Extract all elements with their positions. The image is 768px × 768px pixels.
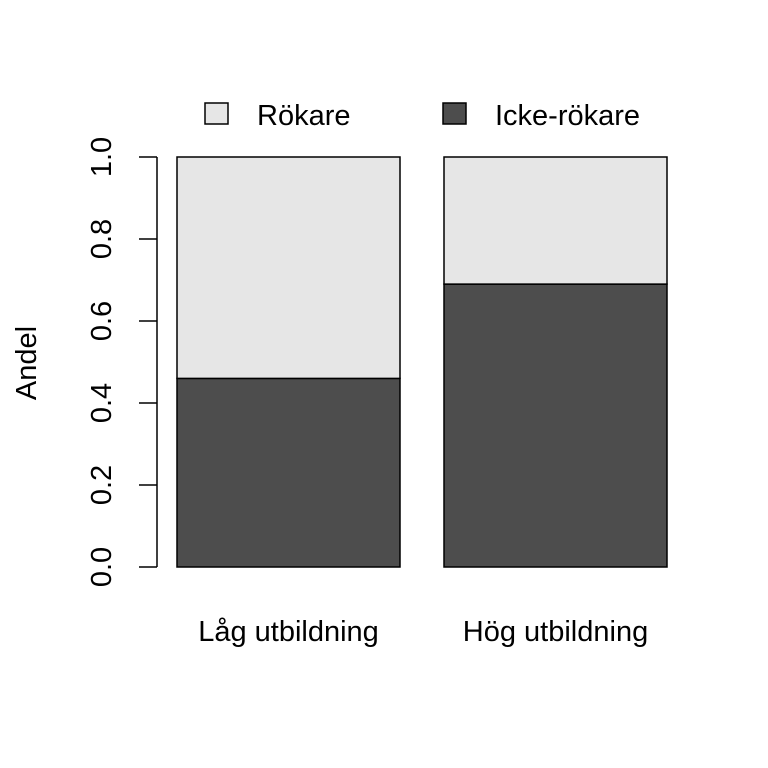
legend-swatch [204,102,229,125]
category-label: Hög utbildning [463,616,648,648]
legend-label: Rökare [257,100,351,132]
y-tick-label: 1.0 [86,137,118,177]
legend-swatch [442,102,467,125]
bars [176,156,668,568]
bar-segment-rokare-1 [443,156,668,285]
category-labels: Låg utbildning Hög utbildning [198,616,648,648]
category-label: Låg utbildning [198,616,379,648]
y-tick-label: 0.0 [86,547,118,587]
y-tick-label: 0.6 [86,301,118,341]
y-axis: 0.0 0.2 0.4 0.6 0.8 1.0 [86,137,158,587]
y-tick-label: 0.4 [86,383,118,423]
y-tick-label: 0.8 [86,219,118,259]
y-tick-label: 0.2 [86,465,118,505]
bar-segment-rokare-0 [176,156,401,380]
legend: Rökare Icke-rökare [204,100,640,132]
bar-segment-icke-rokare-0 [176,377,401,568]
y-axis-label: Andel [11,326,43,400]
bar-segment-icke-rokare-1 [443,283,668,568]
legend-label: Icke-rökare [495,100,640,132]
